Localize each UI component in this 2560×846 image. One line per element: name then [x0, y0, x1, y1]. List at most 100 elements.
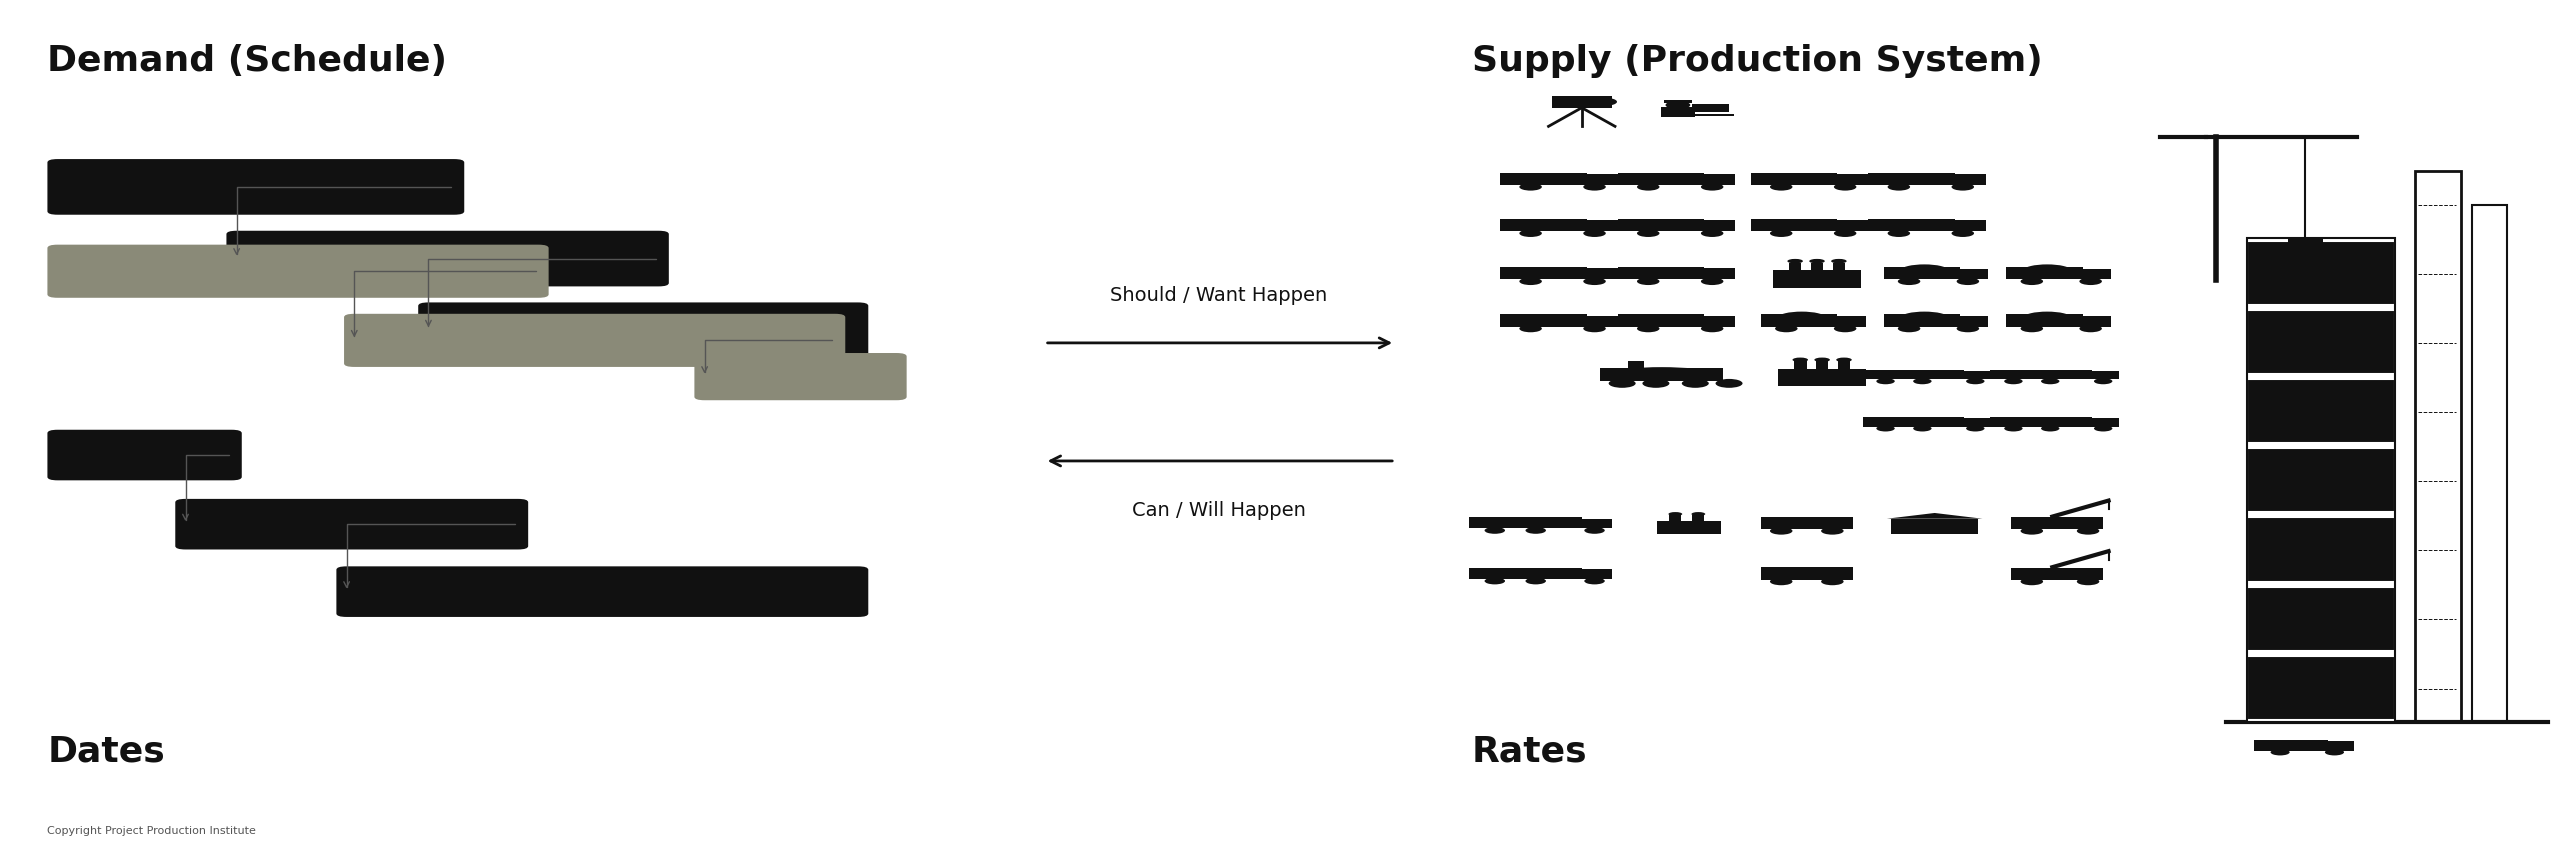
Circle shape: [2004, 378, 2022, 384]
Bar: [1692, 515, 1705, 522]
Ellipse shape: [1902, 265, 1948, 275]
Circle shape: [1956, 277, 1979, 285]
Ellipse shape: [1779, 311, 1825, 322]
Bar: [1585, 220, 1618, 231]
Bar: [1618, 219, 1705, 231]
Circle shape: [1485, 578, 1505, 585]
Circle shape: [2271, 749, 2289, 755]
Bar: [1618, 315, 1705, 327]
Bar: [1600, 368, 1723, 382]
Bar: [1884, 315, 1961, 327]
FancyBboxPatch shape: [335, 566, 868, 617]
Bar: [2248, 310, 2396, 374]
FancyBboxPatch shape: [417, 302, 868, 358]
Bar: [2417, 171, 2460, 722]
Circle shape: [1876, 378, 1894, 384]
Bar: [1702, 268, 1736, 279]
Bar: [2012, 568, 2104, 580]
Circle shape: [1876, 426, 1894, 431]
Circle shape: [1951, 184, 1974, 190]
Bar: [1580, 519, 1613, 529]
Circle shape: [1833, 184, 1856, 190]
Circle shape: [1526, 578, 1546, 585]
Circle shape: [1912, 426, 1933, 431]
Bar: [1956, 316, 1989, 327]
Bar: [1953, 220, 1987, 231]
Bar: [2248, 656, 2396, 720]
Circle shape: [1636, 184, 1659, 190]
Text: Rates: Rates: [1472, 735, 1587, 769]
Bar: [2248, 241, 2396, 305]
Bar: [1684, 114, 1733, 116]
Bar: [2253, 740, 2327, 750]
Ellipse shape: [2025, 311, 2071, 322]
Circle shape: [1820, 578, 1843, 585]
Ellipse shape: [1792, 358, 1807, 362]
Circle shape: [1700, 229, 1723, 237]
Bar: [1779, 369, 1866, 387]
Bar: [2289, 239, 2324, 255]
Circle shape: [1966, 426, 1984, 431]
Circle shape: [2094, 378, 2112, 384]
Bar: [1585, 268, 1618, 279]
Bar: [1656, 520, 1720, 534]
Circle shape: [1820, 527, 1843, 535]
Bar: [1761, 517, 1853, 529]
FancyBboxPatch shape: [343, 314, 845, 367]
Ellipse shape: [1810, 259, 1825, 263]
Circle shape: [1897, 277, 1920, 285]
Bar: [1664, 101, 1692, 103]
FancyBboxPatch shape: [174, 499, 527, 550]
Circle shape: [2020, 277, 2043, 285]
Circle shape: [1966, 378, 1984, 384]
Bar: [1956, 269, 1989, 279]
Bar: [1836, 220, 1869, 231]
Text: Supply (Production System): Supply (Production System): [1472, 43, 2043, 78]
Bar: [1789, 263, 1802, 272]
Bar: [2248, 379, 2396, 443]
Circle shape: [1769, 184, 1792, 190]
Bar: [1836, 174, 1869, 185]
Circle shape: [1682, 379, 1708, 387]
Circle shape: [1518, 277, 1541, 285]
Circle shape: [2004, 426, 2022, 431]
Ellipse shape: [1615, 367, 1708, 377]
Circle shape: [1636, 325, 1659, 332]
Bar: [2248, 586, 2396, 651]
Polygon shape: [1887, 513, 1981, 519]
Circle shape: [2094, 426, 2112, 431]
Circle shape: [2076, 527, 2099, 535]
Ellipse shape: [2025, 265, 2071, 275]
Circle shape: [1582, 277, 1605, 285]
Bar: [2079, 269, 2112, 279]
Bar: [1500, 267, 1587, 279]
Circle shape: [2040, 426, 2058, 431]
Circle shape: [1585, 578, 1605, 585]
Circle shape: [1644, 379, 1669, 387]
Bar: [2007, 267, 2084, 279]
Bar: [1961, 418, 1992, 426]
Circle shape: [1667, 101, 1690, 109]
Bar: [1833, 316, 1866, 327]
Bar: [1500, 315, 1587, 327]
Circle shape: [1636, 229, 1659, 237]
Circle shape: [2020, 325, 2043, 332]
Bar: [1869, 173, 1956, 185]
Bar: [1702, 220, 1736, 231]
Circle shape: [1518, 184, 1541, 190]
FancyBboxPatch shape: [694, 353, 906, 400]
Circle shape: [1887, 184, 1910, 190]
Circle shape: [1833, 325, 1856, 332]
Circle shape: [1700, 325, 1723, 332]
Bar: [1500, 219, 1587, 231]
Bar: [1961, 371, 1992, 379]
Circle shape: [2020, 527, 2043, 535]
Text: Demand (Schedule): Demand (Schedule): [49, 43, 448, 78]
Ellipse shape: [1815, 358, 1830, 362]
Text: Copyright Project Production Institute: Copyright Project Production Institute: [49, 827, 256, 836]
Ellipse shape: [1669, 512, 1682, 516]
Circle shape: [1951, 229, 1974, 237]
Circle shape: [2079, 325, 2102, 332]
Bar: [1585, 316, 1618, 327]
FancyBboxPatch shape: [49, 430, 241, 481]
